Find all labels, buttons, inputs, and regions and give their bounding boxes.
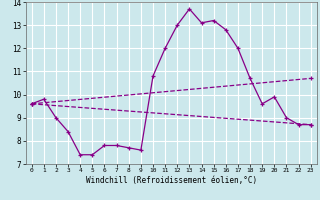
- X-axis label: Windchill (Refroidissement éolien,°C): Windchill (Refroidissement éolien,°C): [86, 176, 257, 185]
